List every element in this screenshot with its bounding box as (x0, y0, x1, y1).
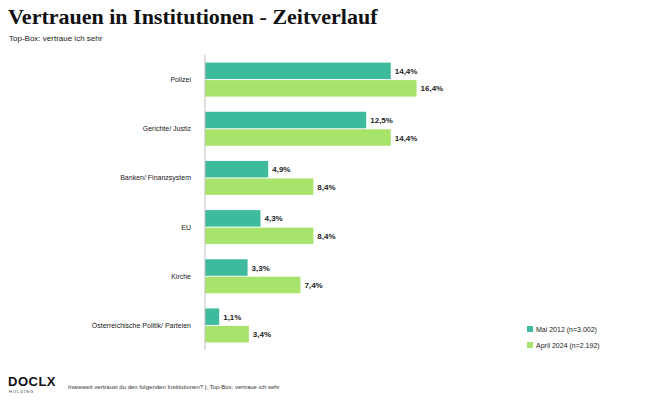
legend-label: April 2024 (n=2.192) (536, 342, 600, 350)
logo: DOCLX (8, 374, 56, 389)
bar (205, 178, 313, 195)
bar (205, 228, 313, 245)
subtitle: Top-Box: vertraue ich sehr (9, 34, 103, 43)
data-label: 7,4% (304, 281, 322, 290)
axis-line (205, 55, 206, 350)
bar (205, 161, 268, 178)
logo-subtext: HOLDING (9, 389, 34, 394)
bar (205, 259, 248, 276)
legend-swatch (527, 326, 533, 332)
category-label: Gerichte/ Justiz (143, 125, 192, 132)
bar (205, 308, 219, 325)
bar (205, 112, 366, 129)
data-label: 4,9% (272, 165, 290, 174)
category-label: EU (181, 224, 191, 231)
bar (205, 129, 391, 146)
data-label: 4,3% (264, 214, 282, 223)
legend-label: Mai 2012 (n=3.002) (536, 326, 597, 334)
data-label: 16,4% (421, 84, 444, 93)
data-label: 3,3% (252, 264, 270, 273)
data-label: 8,4% (317, 232, 335, 241)
footnote: Inwieweit vertraust du den folgenden Ins… (68, 384, 280, 390)
category-label: Banken/ Finanzsystem (120, 174, 191, 182)
bar (205, 277, 300, 294)
title: Vertrauen in Institutionen - Zeitverlauf (8, 4, 378, 29)
bar (205, 210, 260, 227)
category-labels: Polizei Gerichte/ Justiz Banken/ Finanzsys… (92, 76, 192, 329)
bar (205, 80, 417, 97)
data-label: 14,4% (395, 134, 418, 143)
bar (205, 326, 249, 343)
data-label: 3,4% (253, 330, 271, 339)
chart: Vertrauen in Institutionen - Zeitverlauf… (0, 0, 650, 400)
data-label: 14,4% (395, 67, 418, 76)
category-label: Polizei (170, 76, 191, 83)
legend-swatch (527, 342, 533, 348)
data-labels: 14,4%16,4%12,5%14,4%4,9%8,4%4,3%8,4%3,3%… (223, 67, 443, 339)
legend: Mai 2012 (n=3.002) April 2024 (n=2.192) (527, 326, 600, 350)
bars (205, 63, 417, 343)
category-label: Kirche (171, 273, 191, 280)
data-label: 12,5% (370, 116, 393, 125)
bar (205, 63, 391, 79)
data-label: 8,4% (317, 183, 335, 192)
category-label: Österreichische Politik/ Parteien (92, 322, 191, 329)
data-label: 1,1% (223, 313, 241, 322)
